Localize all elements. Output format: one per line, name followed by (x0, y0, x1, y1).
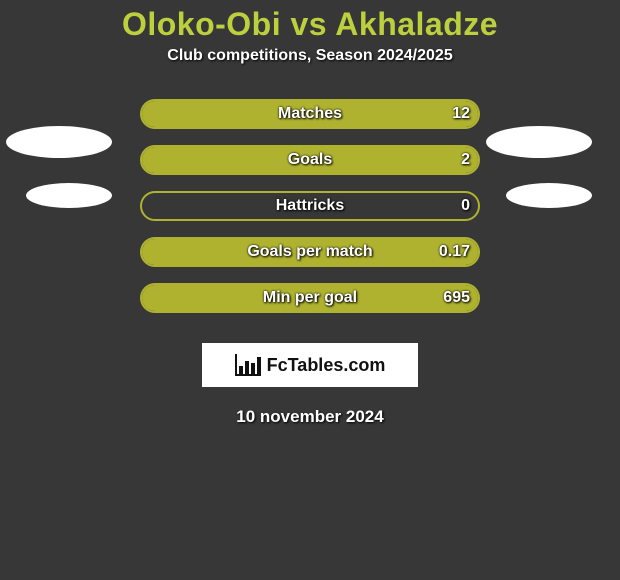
bar-chart-icon (235, 354, 261, 376)
stat-right-value: 0 (461, 191, 470, 221)
stat-right-value: 0.17 (439, 237, 470, 267)
source-label: FcTables.com (267, 355, 386, 376)
source-card: FcTables.com (202, 343, 418, 387)
stat-label: Goals (140, 145, 480, 175)
stat-row: Goals2 (140, 145, 480, 175)
stat-right-value: 695 (443, 283, 470, 313)
stat-label: Hattricks (140, 191, 480, 221)
right-player-avatar-large (486, 126, 592, 158)
subtitle: Club competitions, Season 2024/2025 (0, 47, 620, 65)
page-title: Oloko-Obi vs Akhaladze (0, 6, 620, 43)
main-container: Oloko-Obi vs Akhaladze Club competitions… (0, 6, 620, 427)
stat-label: Matches (140, 99, 480, 129)
right-player-avatar-small (506, 183, 592, 208)
date-text: 10 november 2024 (0, 407, 620, 427)
stat-right-value: 12 (452, 99, 470, 129)
stat-row: Goals per match0.17 (140, 237, 480, 267)
stat-row: Matches12 (140, 99, 480, 129)
left-player-avatar-small (26, 183, 112, 208)
stat-label: Min per goal (140, 283, 480, 313)
stat-label: Goals per match (140, 237, 480, 267)
left-player-avatar-large (6, 126, 112, 158)
stat-right-value: 2 (461, 145, 470, 175)
stat-row: Hattricks0 (140, 191, 480, 221)
stat-row: Min per goal695 (140, 283, 480, 313)
